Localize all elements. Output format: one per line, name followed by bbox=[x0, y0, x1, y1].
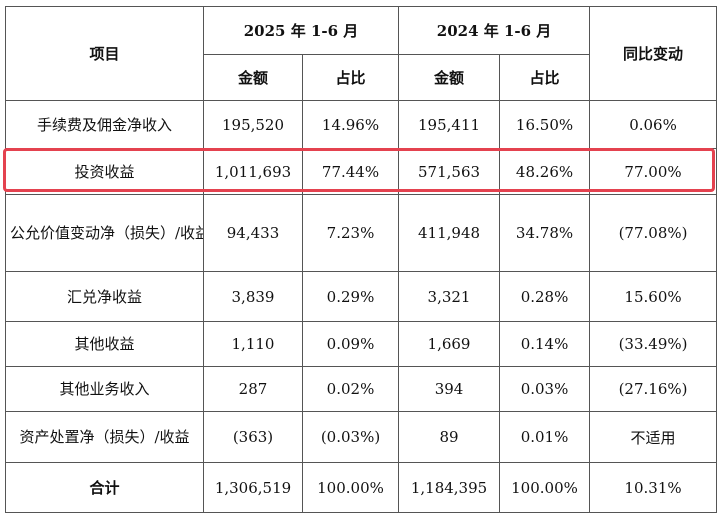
cell-amount-2024: 571,563 bbox=[398, 148, 501, 195]
cell-amount-2025: 94,433 bbox=[203, 194, 303, 272]
cell-ratio-2024: 0.14% bbox=[499, 321, 591, 367]
cell-ratio-2025: 0.02% bbox=[301, 366, 400, 412]
cell-amount-2025: (363) bbox=[203, 411, 303, 463]
cell-ratio-2025: 0.29% bbox=[301, 271, 400, 322]
cell-ratio-2024: 0.03% bbox=[499, 366, 591, 412]
header-yoy-change: 同比变动 bbox=[589, 6, 718, 101]
cell-yoy-change: 不适用 bbox=[589, 411, 718, 463]
cell-ratio-2025: 7.23% bbox=[301, 194, 400, 272]
header-ratio-2025: 占比 bbox=[301, 54, 400, 101]
row-item-label: 手续费及佣金净收入 bbox=[5, 100, 204, 149]
table-row: 公允价值变动净（损失）/收益 94,433 7.23% 411,948 34.7… bbox=[5, 194, 718, 272]
table-row: 汇兑净收益 3,839 0.29% 3,321 0.28% 15.60% bbox=[5, 271, 718, 322]
cell-yoy-change: (77.08%) bbox=[589, 194, 718, 272]
header-amount-2025: 金额 bbox=[203, 54, 303, 101]
total-amount-2024: 1,184,395 bbox=[398, 462, 501, 513]
total-amount-2025: 1,306,519 bbox=[203, 462, 303, 513]
cell-ratio-2024: 48.26% bbox=[499, 148, 591, 195]
revenue-breakdown-table: 项目 2025 年 1-6 月 2024 年 1-6 月 同比变动 金额 占比 … bbox=[5, 6, 718, 513]
cell-yoy-change: (27.16%) bbox=[589, 366, 718, 412]
table-row: 资产处置净（损失）/收益 (363) (0.03%) 89 0.01% 不适用 bbox=[5, 411, 718, 463]
cell-amount-2024: 3,321 bbox=[398, 271, 501, 322]
row-item-label: 其他业务收入 bbox=[5, 366, 204, 412]
cell-amount-2024: 195,411 bbox=[398, 100, 501, 149]
total-row: 合计 1,306,519 100.00% 1,184,395 100.00% 1… bbox=[5, 462, 718, 513]
cell-amount-2025: 1,110 bbox=[203, 321, 303, 367]
total-ratio-2025: 100.00% bbox=[301, 462, 400, 513]
total-yoy-change: 10.31% bbox=[589, 462, 718, 513]
header-row-subcolumns: 金额 占比 金额 占比 bbox=[6, 54, 717, 101]
cell-amount-2024: 1,669 bbox=[398, 321, 501, 367]
cell-ratio-2024: 16.50% bbox=[499, 100, 591, 149]
cell-ratio-2025: 77.44% bbox=[301, 148, 400, 195]
header-amount-2024: 金额 bbox=[398, 54, 501, 101]
cell-amount-2024: 89 bbox=[398, 411, 501, 463]
header-ratio-2024: 占比 bbox=[499, 54, 591, 101]
cell-amount-2025: 287 bbox=[203, 366, 303, 412]
cell-yoy-change: (33.49%) bbox=[589, 321, 718, 367]
row-item-label: 资产处置净（损失）/收益 bbox=[5, 411, 204, 463]
cell-ratio-2024: 0.01% bbox=[499, 411, 591, 463]
row-item-label: 投资收益 bbox=[5, 148, 204, 195]
cell-ratio-2024: 0.28% bbox=[499, 271, 591, 322]
cell-yoy-change: 77.00% bbox=[589, 148, 718, 195]
total-label: 合计 bbox=[5, 462, 204, 513]
table-row: 其他业务收入 287 0.02% 394 0.03% (27.16%) bbox=[5, 366, 718, 412]
cell-yoy-change: 15.60% bbox=[589, 271, 718, 322]
header-period-2024: 2024 年 1-6 月 bbox=[398, 6, 591, 55]
cell-amount-2025: 3,839 bbox=[203, 271, 303, 322]
table-row: 手续费及佣金净收入 195,520 14.96% 195,411 16.50% … bbox=[5, 100, 718, 149]
row-item-label: 其他收益 bbox=[5, 321, 204, 367]
header-period-2025: 2025 年 1-6 月 bbox=[202, 6, 400, 55]
header-item: 项目 bbox=[5, 6, 204, 101]
cell-ratio-2025: (0.03%) bbox=[301, 411, 400, 463]
cell-ratio-2025: 14.96% bbox=[301, 100, 400, 149]
financial-table-container: 项目 2025 年 1-6 月 2024 年 1-6 月 同比变动 金额 占比 … bbox=[5, 6, 718, 513]
table-row: 其他收益 1,110 0.09% 1,669 0.14% (33.49%) bbox=[5, 321, 718, 367]
cell-amount-2025: 1,011,693 bbox=[203, 148, 303, 195]
cell-yoy-change: 0.06% bbox=[589, 100, 718, 149]
total-ratio-2024: 100.00% bbox=[499, 462, 591, 513]
row-item-label: 公允价值变动净（损失）/收益 bbox=[5, 194, 204, 272]
cell-amount-2024: 394 bbox=[398, 366, 501, 412]
header-row-periods: 项目 2025 年 1-6 月 2024 年 1-6 月 同比变动 bbox=[5, 6, 718, 101]
cell-ratio-2024: 34.78% bbox=[499, 194, 591, 272]
table-row-highlighted: 投资收益 1,011,693 77.44% 571,563 48.26% 77.… bbox=[5, 148, 718, 195]
row-item-label: 汇兑净收益 bbox=[5, 271, 204, 322]
cell-ratio-2025: 0.09% bbox=[301, 321, 400, 367]
cell-amount-2025: 195,520 bbox=[203, 100, 303, 149]
cell-amount-2024: 411,948 bbox=[398, 194, 501, 272]
